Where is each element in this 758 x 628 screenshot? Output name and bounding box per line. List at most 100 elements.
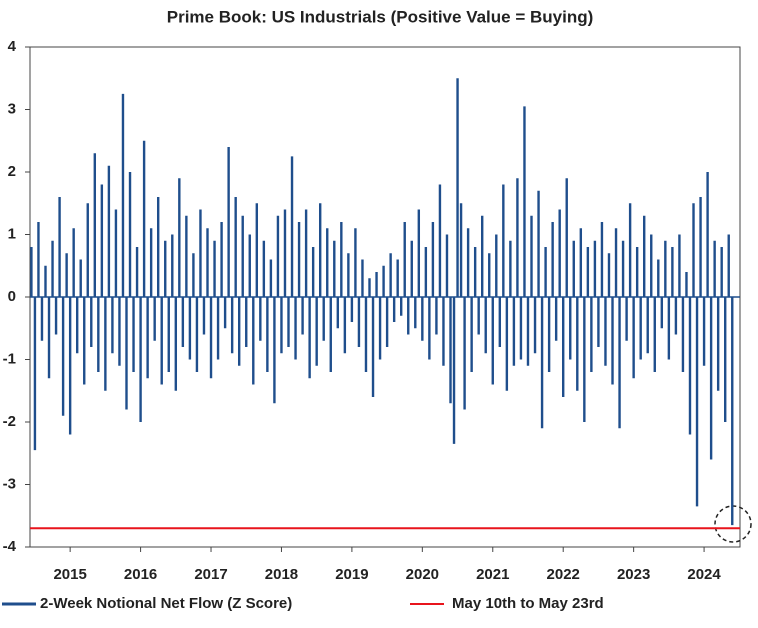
bar: [234, 197, 237, 297]
bar: [266, 297, 269, 372]
bar: [678, 234, 681, 297]
bar: [61, 297, 65, 416]
bar: [530, 215, 533, 297]
bar: [583, 297, 586, 422]
bar: [371, 297, 375, 397]
bar: [625, 297, 628, 341]
bar: [495, 234, 498, 297]
bar: [350, 297, 354, 322]
bar: [572, 240, 575, 297]
bar: [357, 297, 361, 347]
bar: [304, 209, 308, 297]
bar: [502, 184, 505, 297]
bar: [164, 240, 167, 297]
bar: [192, 253, 195, 297]
bar: [44, 265, 47, 297]
bar: [340, 222, 343, 297]
bar: [223, 297, 227, 329]
bar: [604, 297, 607, 366]
bar: [488, 253, 491, 297]
bar: [146, 297, 149, 379]
bar: [121, 93, 125, 297]
bar: [396, 259, 399, 297]
bar: [188, 297, 192, 360]
bar: [156, 197, 160, 297]
y-tick-label: -4: [3, 538, 17, 555]
bar: [259, 297, 262, 341]
bar: [368, 278, 371, 297]
legend-label: 2-Week Notional Net Flow (Z Score): [40, 595, 292, 612]
bar: [241, 215, 244, 297]
bar: [51, 240, 54, 297]
bar: [178, 178, 181, 297]
bar: [202, 297, 206, 335]
y-tick-label: 3: [8, 100, 16, 117]
bar: [590, 297, 593, 372]
bar: [709, 297, 713, 460]
bar: [290, 156, 294, 297]
bar: [438, 184, 442, 297]
y-tick-label: 2: [8, 163, 16, 180]
bar: [519, 297, 523, 360]
bar: [537, 190, 540, 297]
y-tick-label: -3: [3, 475, 16, 492]
bar: [276, 215, 280, 297]
bar: [618, 297, 621, 429]
x-tick-label: 2016: [124, 566, 157, 583]
bar: [547, 297, 551, 372]
bar: [230, 297, 234, 354]
bar: [558, 209, 561, 297]
bar: [75, 297, 79, 354]
bar: [107, 165, 111, 297]
bar: [431, 222, 435, 297]
bar: [421, 297, 424, 341]
bar: [407, 297, 410, 335]
bar: [153, 297, 156, 341]
bar: [195, 297, 199, 372]
bar: [245, 297, 248, 347]
bar: [628, 203, 632, 297]
x-tick-label: 2022: [547, 566, 580, 583]
bar: [702, 297, 706, 366]
bar: [329, 297, 332, 372]
y-tick-label: 4: [8, 38, 17, 55]
x-tick-label: 2023: [617, 566, 650, 583]
bar: [336, 297, 340, 329]
bar: [111, 297, 114, 354]
chart-title: Prime Book: US Industrials (Positive Val…: [167, 7, 594, 26]
bar: [576, 297, 579, 391]
bar: [160, 297, 163, 385]
bar: [551, 222, 554, 297]
bar: [600, 222, 604, 297]
bar: [326, 228, 329, 297]
bar: [533, 297, 537, 354]
bar: [343, 297, 347, 354]
bar: [484, 297, 487, 354]
bar: [248, 234, 251, 297]
bar: [681, 297, 685, 372]
bar: [607, 253, 611, 297]
bar: [181, 297, 185, 347]
bar: [132, 297, 135, 372]
bar: [93, 153, 97, 297]
legend-label: May 10th to May 23rd: [452, 595, 604, 612]
bar: [58, 197, 61, 297]
bar: [400, 297, 403, 316]
bar: [171, 234, 174, 297]
bar: [720, 247, 723, 297]
bar: [294, 297, 297, 360]
bar: [456, 78, 459, 297]
bar: [713, 240, 716, 297]
bar: [639, 297, 642, 360]
bar: [322, 297, 325, 341]
bar: [315, 297, 318, 366]
bar: [318, 203, 322, 297]
bar: [699, 197, 702, 297]
bar: [83, 297, 86, 385]
x-tick-label: 2015: [53, 566, 86, 583]
bar: [477, 297, 480, 335]
bar: [632, 297, 635, 379]
bar: [347, 253, 350, 297]
bar: [597, 297, 600, 347]
bar: [565, 178, 568, 297]
